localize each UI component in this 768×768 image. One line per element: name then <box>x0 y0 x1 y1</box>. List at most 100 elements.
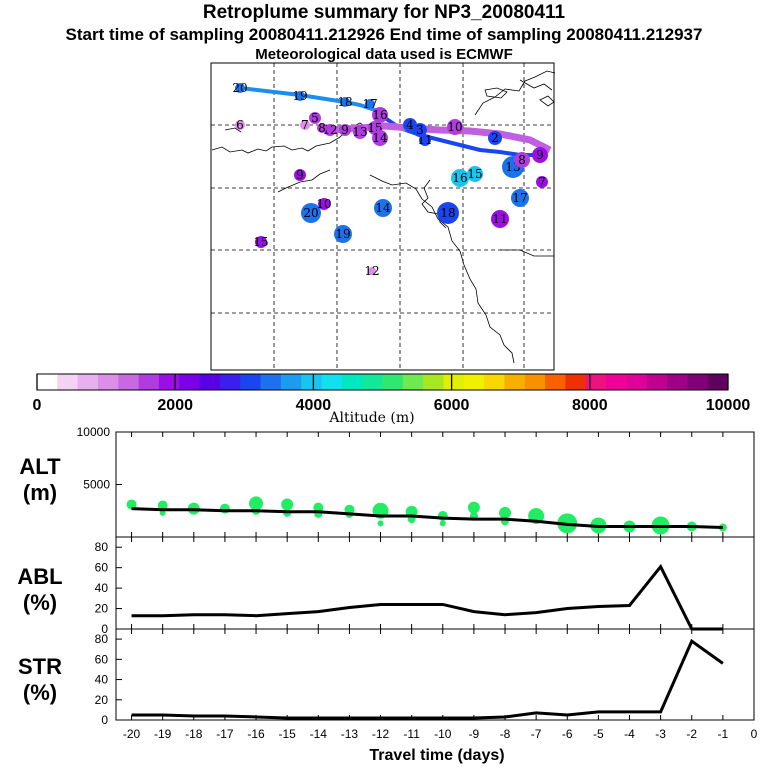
map-point-marker <box>235 120 245 130</box>
map-point: 2 <box>488 131 502 145</box>
x-tick-label: -19 <box>154 727 172 741</box>
map-point-marker <box>294 169 306 181</box>
map-point: 20 <box>301 203 321 223</box>
colorbar-tick-label: 2000 <box>157 397 193 414</box>
map-point-label: 15 <box>467 167 482 181</box>
map-point-marker <box>309 112 321 124</box>
map-point-label: 19 <box>335 227 350 241</box>
map-point-marker <box>532 147 548 163</box>
alt-panel: ALT(m) 10000 5000 <box>19 425 755 538</box>
x-tick-label: -2 <box>686 727 697 741</box>
map-point-label: 12 <box>364 264 379 278</box>
map-point: 20 <box>232 81 247 95</box>
map-point-label: 4 <box>406 118 414 132</box>
map-point-marker <box>365 99 375 109</box>
map-point-marker <box>488 131 502 145</box>
map-point-marker <box>514 152 530 168</box>
panel-yunit: (%) <box>23 590 57 615</box>
y-tick-label: 0 <box>101 622 108 636</box>
colorbar-swatch <box>585 374 607 390</box>
colorbar-swatch <box>565 374 587 390</box>
alt-bubble <box>126 499 137 510</box>
alt-bubble <box>467 501 480 514</box>
x-tick-label: 0 <box>751 727 758 741</box>
colorbar-tick-label: 6000 <box>434 397 470 414</box>
colorbar-swatch <box>362 374 383 390</box>
map-point-marker <box>374 199 392 217</box>
map-point-label: 9 <box>341 123 349 137</box>
colorbar-swatch <box>443 374 465 390</box>
map-point: 18 <box>437 202 459 224</box>
map-point-label: 18 <box>337 95 352 109</box>
colorbar-tick-label: 0 <box>33 397 42 414</box>
map-point: 8 <box>317 121 327 135</box>
abl-panel: ABL(%) 80 60 40 20 0 <box>17 536 755 636</box>
map-point-marker <box>339 124 351 136</box>
map-point: 16 <box>451 169 469 187</box>
map-point-marker <box>340 97 350 107</box>
y-tick-label: 60 <box>95 652 109 666</box>
map-point: 14 <box>374 199 392 217</box>
map-point: 15 <box>467 166 483 182</box>
map-point-label: 5 <box>311 111 319 125</box>
alt-bubble <box>499 506 512 519</box>
map-point-label: 17 <box>512 191 527 205</box>
map-point-marker <box>317 123 327 133</box>
map-point-marker <box>324 124 336 136</box>
y-tick-label: 20 <box>95 602 109 616</box>
map-point-marker <box>318 198 330 210</box>
y-tick-label: 10000 <box>77 425 111 439</box>
colorbar-swatch <box>138 374 160 390</box>
map-point-label: 8 <box>318 121 326 135</box>
y-tick-label: 40 <box>95 673 109 687</box>
map-point-label: 14 <box>372 131 388 145</box>
map-point-label: 7 <box>538 175 546 189</box>
colorbar-swatch <box>545 374 566 390</box>
map-point-marker <box>536 176 548 188</box>
map-point: 19 <box>334 225 352 243</box>
colorbar-swatch <box>301 374 323 390</box>
x-tick-label: -15 <box>278 727 296 741</box>
x-tick-label: -11 <box>403 727 420 741</box>
colorbar-swatch <box>341 374 363 390</box>
map-point: 16 <box>372 107 388 123</box>
map-point: 8 <box>514 152 530 168</box>
map-point: 15 <box>253 235 268 249</box>
y-tick-label: 80 <box>95 632 109 646</box>
alt-bubble <box>313 502 324 513</box>
map-point: 12 <box>364 264 379 278</box>
colorbar-swatch <box>524 374 546 390</box>
map-point-marker <box>437 202 459 224</box>
map-point-marker <box>491 210 509 228</box>
altitude-colorbar: 0 2000 4000 6000 8000 10000 Altitude (m) <box>33 373 751 426</box>
colorbar-label: Altitude (m) <box>328 410 414 426</box>
map-point-marker <box>419 134 431 146</box>
panel-yunit: (%) <box>23 680 57 705</box>
map-point-label: 18 <box>440 206 455 220</box>
map-point: 9 <box>532 147 548 163</box>
map-point-label: 10 <box>447 120 462 134</box>
colorbar-swatch <box>423 374 444 390</box>
colorbar-swatch <box>606 374 627 390</box>
panel-ylabel: ALT <box>19 454 61 479</box>
x-tick-label: -6 <box>562 727 573 741</box>
y-tick-label: 0 <box>101 713 108 727</box>
map-point-marker <box>353 125 367 139</box>
colorbar-swatch <box>97 374 119 390</box>
map-point-label: 20 <box>303 206 318 220</box>
colorbar-tick-label: 10000 <box>706 397 751 414</box>
map-point-label: 20 <box>232 81 247 95</box>
colorbar-swatch <box>158 374 180 390</box>
map-point: 9 <box>294 168 306 182</box>
map-point-marker <box>467 166 483 182</box>
map-point-label: 8 <box>518 153 526 167</box>
colorbar-swatch <box>179 374 201 390</box>
colorbar-swatch <box>37 374 58 390</box>
x-tick-label: -4 <box>624 727 635 741</box>
map-point: 6 <box>235 118 245 132</box>
x-tick-label: -12 <box>372 727 390 741</box>
colorbar-swatch <box>707 374 729 390</box>
